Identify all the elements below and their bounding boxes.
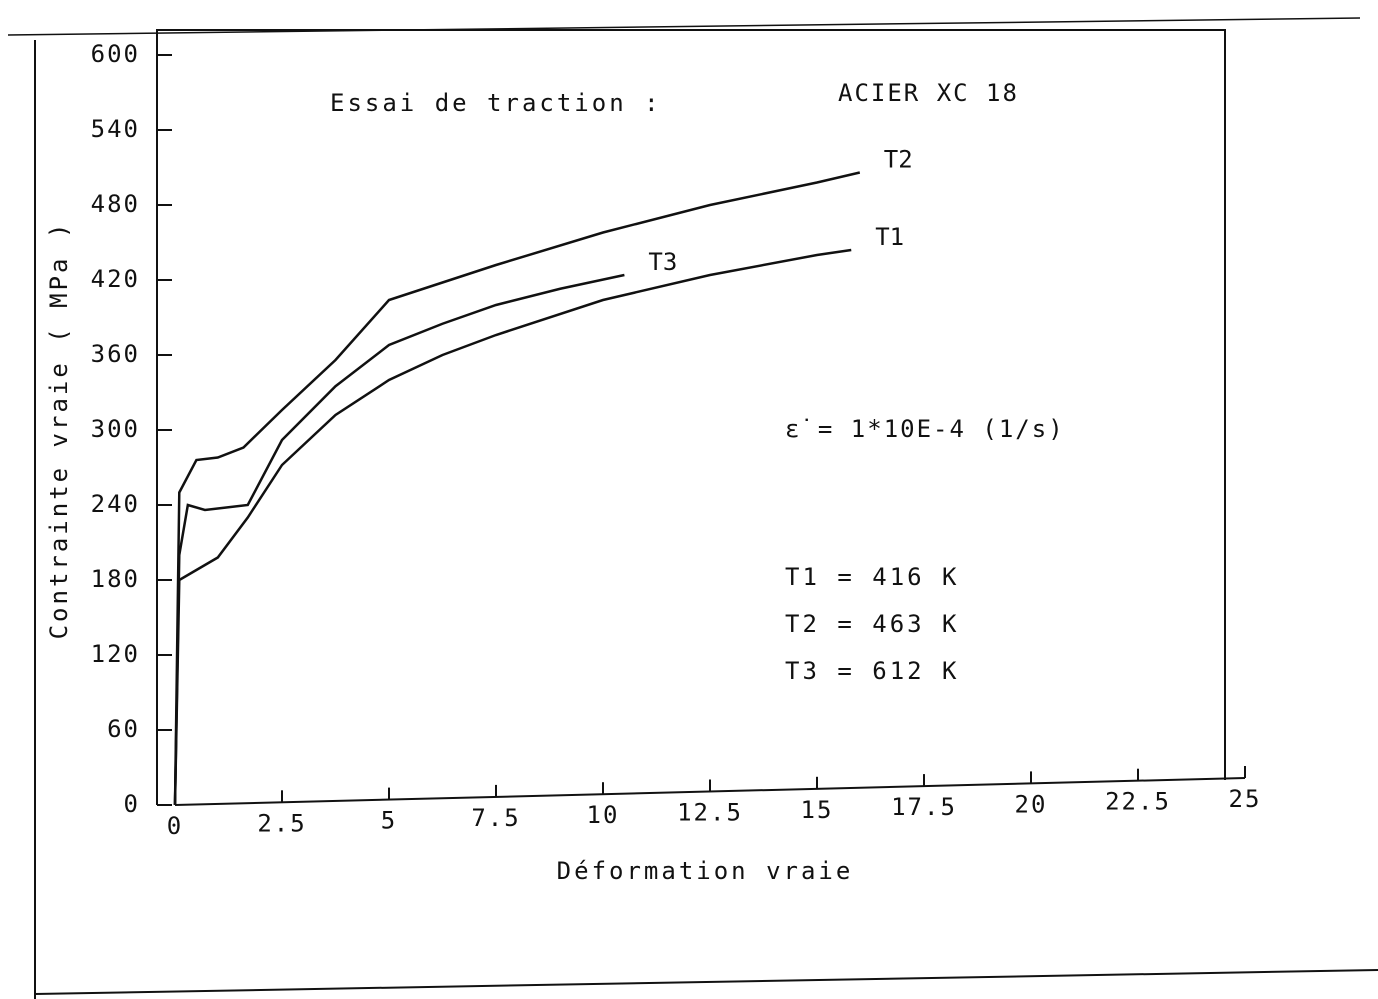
plot-frame [156, 29, 1226, 805]
x-tick-label: 5 [381, 807, 397, 835]
x-tick-label: 2.5 [257, 809, 306, 837]
annotation: T3 = 612 K [785, 657, 960, 685]
y-tick-label: 0 [124, 790, 140, 818]
annotation: ε̇ = 1*10E-4 (1/s) [785, 415, 1065, 443]
y-tick-label: 300 [91, 415, 140, 443]
x-tick-label: 20 [1015, 790, 1048, 818]
y-tick-label: 180 [91, 565, 140, 593]
y-tick-label: 420 [91, 265, 140, 293]
y-tick-label: 240 [91, 490, 140, 518]
series-line [173, 273, 625, 806]
y-axis-label: Contrainte vraie ( MPa ) [45, 221, 73, 640]
y-tick-label: 600 [91, 40, 140, 68]
y-tick-label: 540 [91, 115, 140, 143]
chart-subtitle: ACIER XC 18 [838, 79, 1019, 107]
x-tick-label: 12.5 [677, 799, 743, 827]
annotation: T1 = 416 K [785, 563, 960, 591]
x-tick-label: 10 [587, 801, 620, 829]
series-line [173, 248, 852, 806]
y-tick-label: 120 [91, 640, 140, 668]
scan-border [7, 17, 1361, 36]
series-label: T1 [875, 223, 904, 251]
y-tick-label: 360 [91, 340, 140, 368]
y-tick-label: 60 [107, 715, 140, 743]
series-label: T2 [884, 146, 913, 174]
x-tick-label: 22.5 [1105, 788, 1171, 816]
chart-title: Essai de traction : [330, 89, 662, 117]
annotation: T2 = 463 K [785, 610, 960, 638]
y-tick-label: 480 [91, 190, 140, 218]
series-label: T3 [648, 248, 677, 276]
x-tick-label: 7.5 [471, 804, 520, 832]
x-tick-label: 17.5 [891, 793, 957, 821]
x-tick-label: 0 [167, 812, 183, 840]
x-axis-label: Déformation vraie [557, 857, 854, 885]
scan-border [34, 969, 1378, 995]
series-line [173, 171, 861, 806]
x-tick-label: 25 [1229, 785, 1262, 813]
x-tick-label: 15 [801, 796, 834, 824]
